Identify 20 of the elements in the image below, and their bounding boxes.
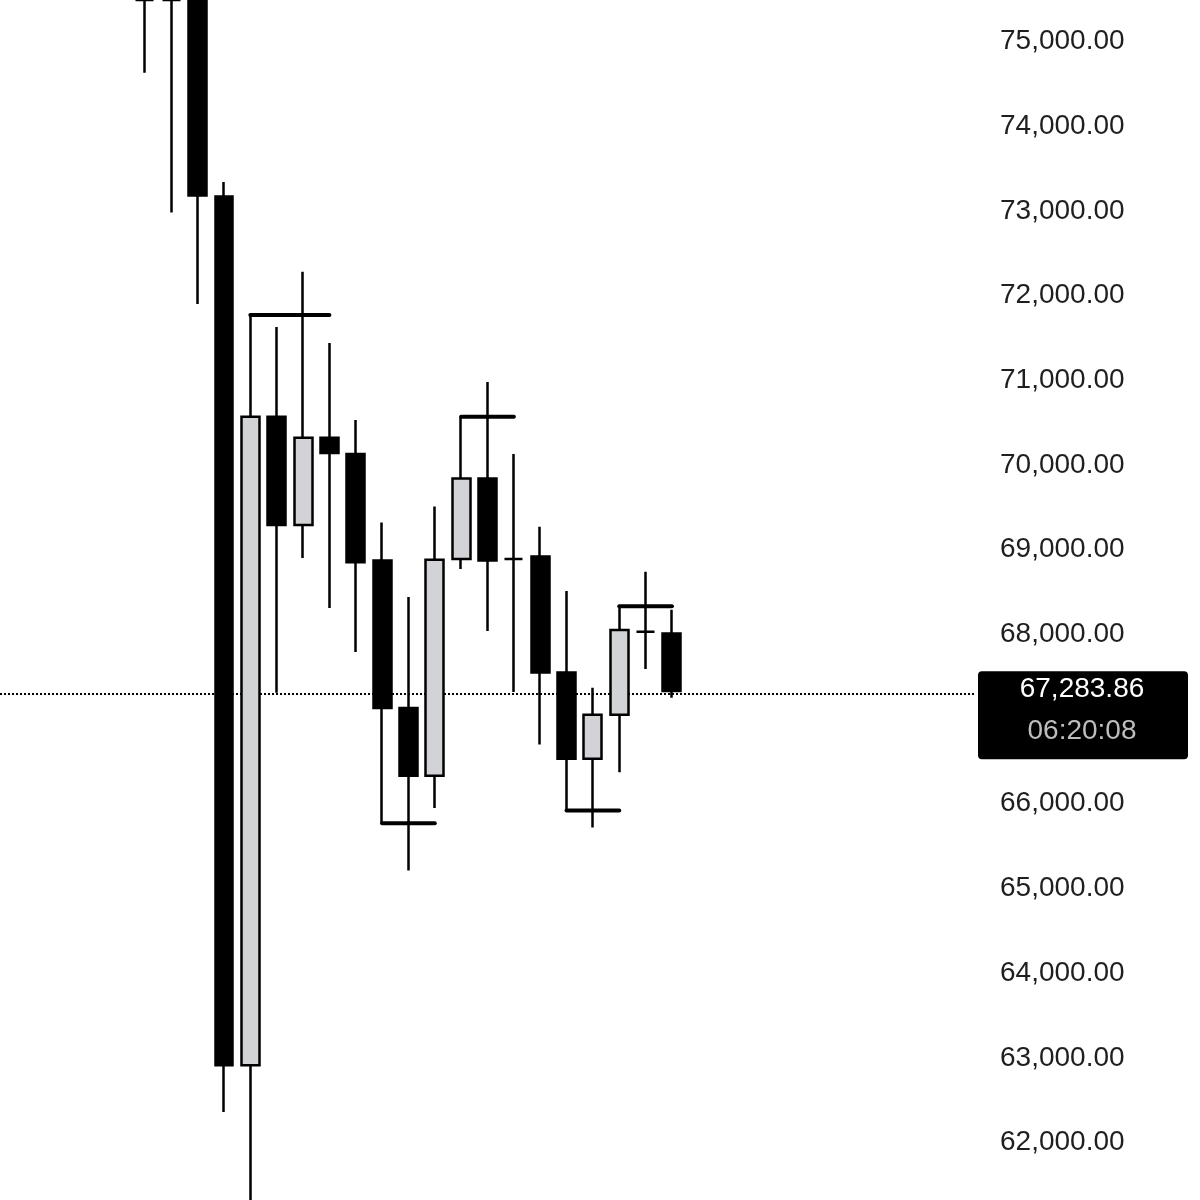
y-tick-label: 70,000.00 (1000, 447, 1125, 479)
y-tick-label: 74,000.00 (1000, 108, 1125, 140)
candlestick (134, 0, 155, 75)
y-tick-label: 65,000.00 (1000, 871, 1125, 903)
y-tick-label: 71,000.00 (1000, 363, 1125, 395)
ref-line-label: 67,283.86 (1019, 671, 1145, 703)
y-tick-label: 69,000.00 (1000, 532, 1125, 564)
candlestick (345, 418, 366, 654)
y-tick-label: 68,000.00 (1000, 617, 1125, 649)
text: 06:20:08 (1027, 713, 1137, 745)
y-tick-label: 63,000.00 (1000, 1040, 1125, 1072)
y-tick-label: 62,000.00 (1000, 1125, 1125, 1157)
candlestick (161, 0, 182, 214)
y-tick-label: 73,000.00 (1000, 193, 1125, 225)
y-tick-label: 66,000.00 (1000, 786, 1125, 818)
candlestick (319, 341, 340, 610)
y-tick-label: 72,000.00 (1000, 278, 1125, 310)
y-tick-label: 64,000.00 (1000, 955, 1125, 987)
candlestick (187, 0, 208, 306)
y-tick-label: 75,000.00 (1000, 24, 1125, 56)
